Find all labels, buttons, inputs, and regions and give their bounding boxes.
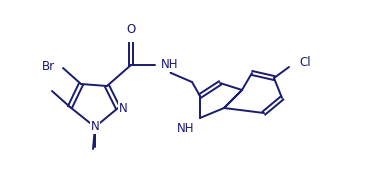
Text: N: N: [91, 121, 99, 134]
Text: O: O: [126, 23, 135, 36]
Text: NH: NH: [176, 122, 194, 135]
Text: Br: Br: [42, 60, 55, 73]
Text: NH: NH: [161, 58, 178, 71]
Text: Cl: Cl: [299, 56, 311, 70]
Text: N: N: [119, 102, 128, 115]
